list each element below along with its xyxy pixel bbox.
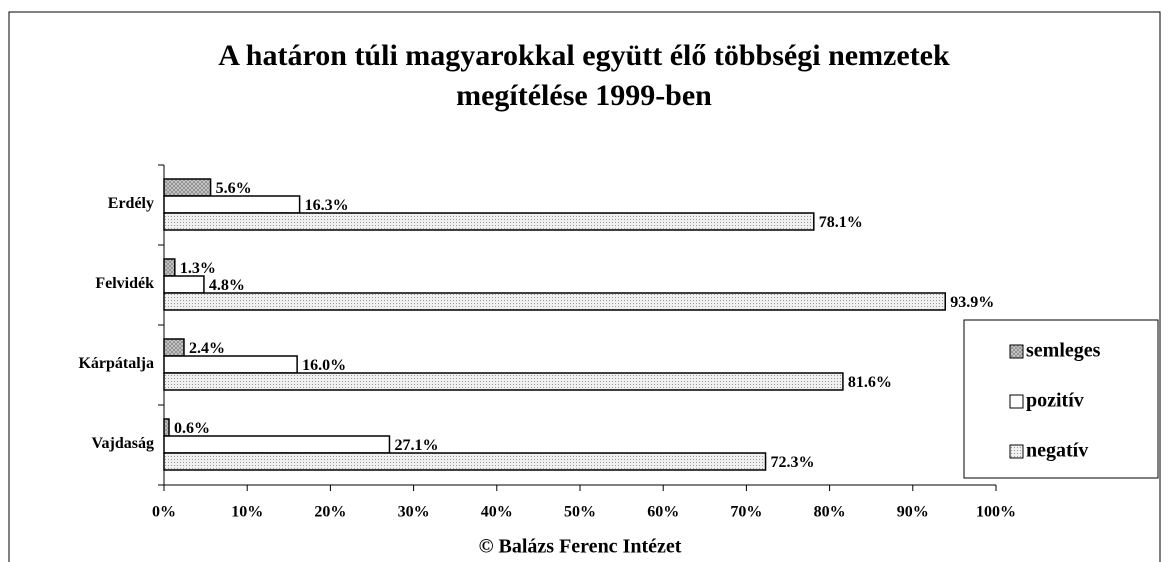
legend-swatch [1009, 344, 1024, 359]
data-label: 16.3% [305, 197, 349, 214]
source: © Balázs Ferenc Intézet [479, 536, 682, 558]
x-tick-label: 100% [976, 504, 1016, 521]
y-tick-label: Kárpátalja [78, 355, 154, 372]
y-tick-label: Vajdaság [91, 435, 154, 452]
bar [163, 435, 391, 454]
bar [163, 372, 844, 391]
chart-title: megítélése 1999-ben [456, 79, 712, 112]
data-label: 93.9% [950, 294, 994, 311]
bar [163, 338, 185, 357]
bar [163, 275, 205, 294]
bar [163, 452, 767, 471]
bar [163, 178, 212, 197]
bar [163, 355, 298, 374]
data-label: 0.6% [174, 420, 210, 437]
chart-title: A határon túli magyarokkal együtt élő tö… [218, 39, 950, 72]
data-label: 2.4% [189, 340, 225, 357]
legend-label: semleges [1026, 340, 1101, 362]
bar [163, 258, 176, 277]
y-tick-label: Felvidék [95, 275, 154, 292]
data-label: 81.6% [848, 374, 892, 391]
x-tick-label: 20% [314, 504, 346, 521]
x-tick-label: 0% [152, 504, 176, 521]
y-tick-label: Erdély [108, 195, 154, 212]
data-label: 27.1% [394, 437, 438, 454]
x-tick-label: 80% [814, 504, 846, 521]
data-label: 1.3% [180, 260, 216, 277]
x-tick-label: 50% [564, 504, 596, 521]
x-tick-label: 30% [398, 504, 430, 521]
x-tick-label: 10% [231, 504, 263, 521]
bar [163, 212, 815, 231]
legend-box [963, 319, 1159, 479]
data-label: 72.3% [771, 454, 815, 471]
frame [8, 11, 1161, 562]
x-tick-label: 70% [730, 504, 762, 521]
data-label: 5.6% [216, 180, 252, 197]
bar [163, 195, 301, 214]
legend-swatch [1009, 394, 1024, 409]
data-label: 78.1% [819, 214, 863, 231]
data-label: 4.8% [209, 277, 245, 294]
legend-swatch [1009, 444, 1024, 459]
x-tick-label: 90% [897, 504, 929, 521]
data-label: 16.0% [302, 357, 346, 374]
bar [163, 292, 946, 311]
legend-label: pozitív [1026, 390, 1084, 412]
legend-label: negatív [1026, 440, 1088, 462]
x-tick-label: 60% [647, 504, 679, 521]
bar [163, 418, 170, 437]
x-tick-label: 40% [481, 504, 513, 521]
